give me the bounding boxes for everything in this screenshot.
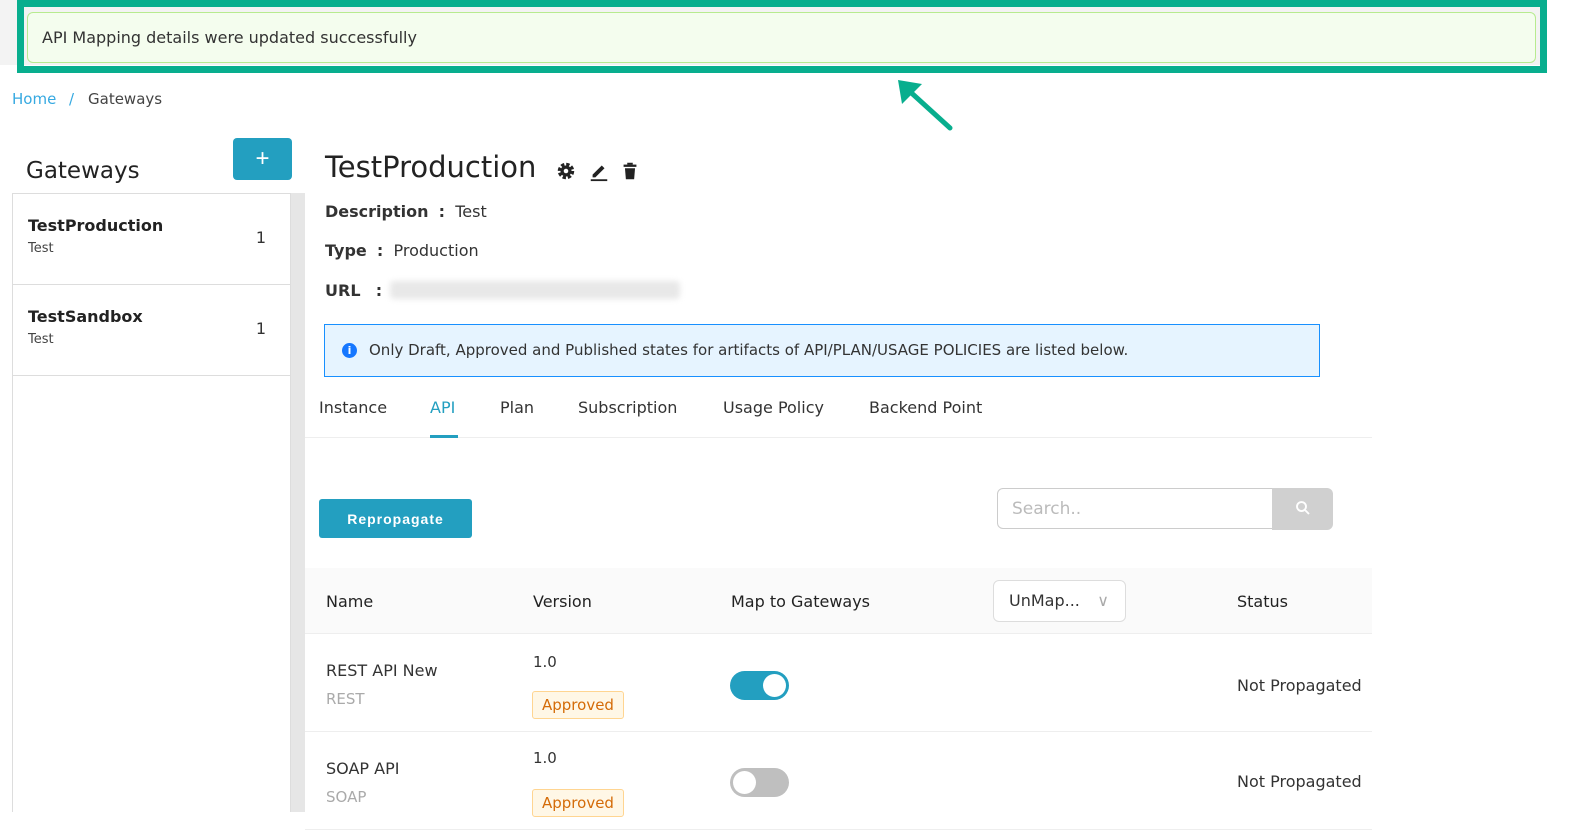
url-row: URL :	[325, 281, 383, 300]
search-icon	[1295, 500, 1310, 515]
tab-backend-point[interactable]: Backend Point	[869, 398, 983, 417]
gateway-count: 1	[255, 319, 266, 338]
table-row	[305, 634, 1372, 732]
info-icon: i	[342, 343, 357, 358]
repropagate-button[interactable]: Repropagate	[319, 499, 472, 538]
tab-api[interactable]: API	[430, 398, 456, 417]
sidebar-scrollbar[interactable]	[291, 193, 305, 812]
success-notification: API Mapping details were updated success…	[27, 12, 1536, 63]
table-header	[305, 568, 1372, 634]
column-map: Map to Gateways	[731, 592, 871, 611]
edit-icon[interactable]	[588, 160, 610, 182]
tab-instance[interactable]: Instance	[319, 398, 388, 417]
gateway-list: TestProduction Test 1 TestSandbox Test 1	[12, 193, 291, 812]
column-version: Version	[533, 592, 592, 611]
gateway-item-testsandbox[interactable]: TestSandbox Test 1	[13, 285, 290, 376]
gateway-count: 1	[255, 228, 266, 247]
search-input[interactable]	[997, 488, 1273, 529]
info-alert: Only Draft, Approved and Published state…	[324, 324, 1320, 377]
arrow-annotation-icon	[898, 80, 953, 131]
description-row: Description : Test	[325, 202, 487, 221]
tab-usage-policy[interactable]: Usage Policy	[723, 398, 824, 417]
gateway-item-testproduction[interactable]: TestProduction Test 1	[13, 194, 290, 285]
active-tab-indicator	[430, 435, 458, 438]
search-button[interactable]	[1272, 488, 1333, 530]
breadcrumb-current: Gateways	[88, 90, 163, 108]
delete-icon[interactable]	[619, 160, 641, 182]
breadcrumb-home[interactable]: Home	[12, 90, 57, 108]
page-title: TestProduction	[325, 150, 537, 184]
add-gateway-button[interactable]: +	[233, 138, 292, 180]
column-name: Name	[326, 592, 374, 611]
tab-subscription[interactable]: Subscription	[578, 398, 678, 417]
sidebar-title: Gateways	[26, 158, 140, 184]
breadcrumb-separator: /	[69, 90, 75, 108]
url-value-redacted	[390, 281, 680, 299]
tab-plan[interactable]: Plan	[500, 398, 535, 417]
map-filter-select[interactable]: UnMap... ∨	[993, 580, 1126, 622]
table-row	[305, 732, 1372, 830]
map-toggle[interactable]	[730, 671, 789, 700]
chevron-down-icon: ∨	[1097, 591, 1109, 610]
column-status: Status	[1237, 592, 1288, 611]
status-badge: Approved	[532, 789, 624, 817]
status-badge: Approved	[532, 691, 624, 719]
map-toggle[interactable]	[730, 768, 789, 797]
highlight-frame	[17, 0, 1547, 73]
type-row: Type : Production	[325, 241, 479, 260]
gear-icon[interactable]	[555, 160, 577, 182]
